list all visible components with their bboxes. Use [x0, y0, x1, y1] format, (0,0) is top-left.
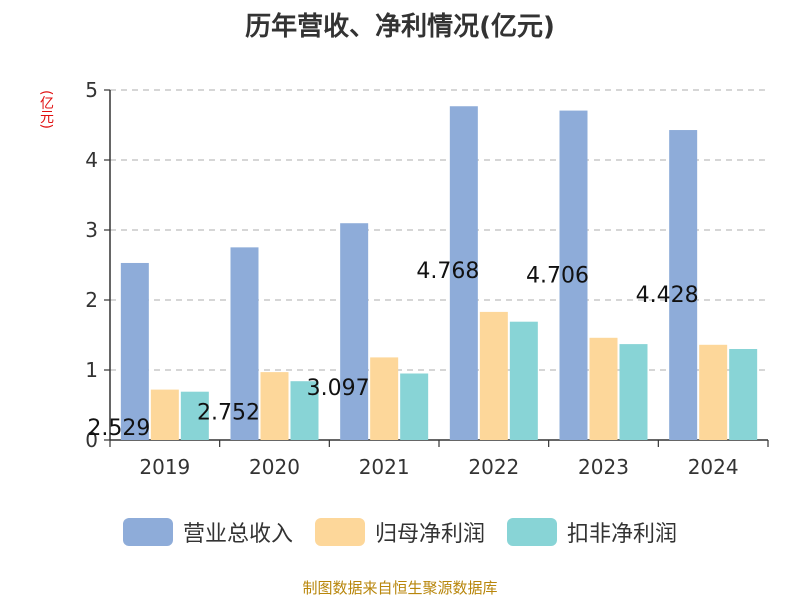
- data-label: 2.529: [87, 416, 150, 441]
- legend-swatch-net-profit: [314, 518, 365, 546]
- x-tick-label: 2024: [688, 455, 739, 479]
- bar-deducted-net-profit: [729, 349, 758, 440]
- legend-swatch-deducted-net-profit: [507, 518, 557, 546]
- bar-net-profit: [260, 372, 289, 440]
- bar-deducted-net-profit: [509, 321, 538, 440]
- bar-net-profit: [589, 337, 618, 440]
- legend: 营业总收入 归母净利润 扣非净利润: [0, 516, 800, 548]
- bar-deducted-net-profit: [290, 381, 319, 440]
- data-label: 4.428: [636, 283, 699, 308]
- y-tick-label: 5: [85, 78, 98, 102]
- y-tick-label: 3: [85, 218, 98, 242]
- data-label: 4.706: [526, 264, 589, 289]
- x-tick-label: 2021: [359, 455, 410, 479]
- legend-label-revenue: 营业总收入: [182, 522, 293, 547]
- bar-revenue: [669, 130, 698, 441]
- x-tick-label: 2019: [139, 455, 190, 479]
- chart-title: 历年营收、净利情况(亿元): [245, 12, 555, 42]
- y-tick-label: 1: [85, 358, 98, 382]
- y-tick-label: 2: [85, 288, 98, 312]
- bar-deducted-net-profit: [400, 373, 429, 440]
- bar-revenue: [449, 106, 478, 441]
- bar-revenue: [230, 247, 259, 440]
- data-label: 3.097: [307, 376, 370, 401]
- legend-swatch-revenue: [122, 518, 173, 546]
- bar-deducted-net-profit: [619, 344, 648, 440]
- y-tick-label: 4: [85, 148, 98, 172]
- bar-net-profit: [699, 344, 728, 440]
- data-label: 4.768: [416, 259, 479, 284]
- data-label: 2.752: [197, 400, 260, 425]
- bar-revenue: [340, 223, 369, 440]
- legend-item-net-profit[interactable]: 归母净利润: [314, 516, 485, 548]
- legend-item-revenue[interactable]: 营业总收入: [122, 516, 293, 548]
- x-tick-label: 2020: [249, 455, 300, 479]
- bar-revenue: [559, 110, 588, 440]
- y-tick-label: 0: [85, 428, 98, 452]
- x-tick-label: 2022: [468, 455, 519, 479]
- bar-net-profit: [370, 357, 399, 440]
- data-source-note: 制图数据来自恒生聚源数据库: [302, 579, 498, 597]
- bar-revenue: [120, 262, 149, 440]
- bar-net-profit: [479, 311, 508, 440]
- bar-deducted-net-profit: [180, 391, 209, 440]
- y-axis-unit-label: (亿元): [38, 90, 54, 129]
- x-tick-label: 2023: [578, 455, 629, 479]
- legend-item-deducted-net-profit[interactable]: 扣非净利润: [507, 516, 677, 548]
- bar-net-profit: [150, 389, 179, 440]
- legend-label-net-profit: 归母净利润: [374, 522, 485, 547]
- legend-label-deducted-net-profit: 扣非净利润: [567, 522, 678, 547]
